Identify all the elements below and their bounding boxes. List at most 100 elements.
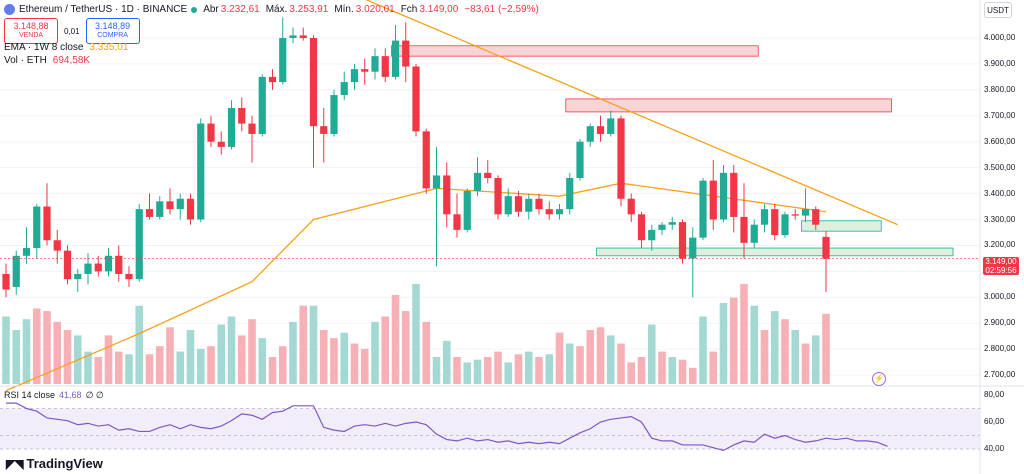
candle-body [94,263,102,272]
volume-bar [155,346,164,384]
candle-body [74,273,82,280]
price-tick-label: 3.900,00 [984,58,1016,68]
tradingview-mark-icon: ◤◥ [6,456,23,471]
candle-body [350,69,359,83]
volume-bar [166,327,174,384]
volume-bar [258,338,267,384]
volume-legend[interactable]: Vol · ETH 694,58K [4,55,90,66]
ema-label: EMA · 1W 8 close [4,42,84,53]
candle-body [791,214,799,216]
candle-body [627,198,635,215]
candle-body [63,250,72,280]
currency-label: USDT [987,5,1009,15]
volume-bar [43,311,51,384]
last-price-tag: 3.149,00 02:59:56 [983,257,1019,275]
price-tick-label: 3.800,00 [984,84,1016,94]
candle-body [617,118,625,199]
candle-body [668,222,676,225]
volume-bar [299,305,308,384]
volume-bar [135,305,144,384]
volume-bar [596,327,605,384]
candle-body [361,69,369,72]
symbol-title[interactable]: Ethereum / TetherUS · 1D · BINANCE [19,4,188,15]
volume-bar [248,319,256,384]
rsi-tick-label: 80,00 [984,390,1005,399]
candle-body [33,206,41,249]
price-tick-label: 3.600,00 [984,136,1016,146]
volume-bar [84,351,92,384]
low-label: Mín. [334,4,354,15]
candle-body [145,209,154,217]
volume-bar [473,359,482,384]
trade-buttons-row: 3.148,88 VENDA 0,01 3.148,89 COMPRA [4,18,140,44]
rsi-value: 41,68 [59,390,82,400]
volume-bar [678,359,687,384]
volume-bar [12,330,21,384]
open-label: Abr [203,4,219,15]
candle-body [678,222,687,259]
candle-body [104,255,113,272]
sell-button[interactable]: 3.148,88 VENDA [4,18,58,44]
candle-body [227,108,236,147]
volume-bar [535,357,543,384]
candle-body [473,172,482,191]
price-tick-label: 4.000,00 [984,33,1016,42]
candle-body [268,76,277,83]
ema-value: 3.335,01 [89,42,129,53]
high-value: 3.253,91 [289,4,329,15]
tradingview-logo[interactable]: ◤◥ TradingView [6,456,103,471]
volume-bar [617,343,625,384]
sell-label: VENDA [18,32,44,39]
candle-body [586,126,594,142]
volume-bar [504,362,513,384]
candle-body [279,38,287,83]
candle-body [299,35,307,38]
volume-bar [227,316,236,384]
trendline [365,0,899,226]
candle-body [340,82,348,96]
volume-bar [22,319,31,384]
rsi-line [6,402,888,451]
volume-bar [576,346,584,384]
candle-body [648,229,656,241]
volume-bar [442,340,451,384]
volume-bar [196,348,205,384]
volume-bar [309,305,318,384]
candle-body [576,141,584,179]
price-tick-label: 2.700,00 [984,370,1016,380]
volume-bar [463,362,472,384]
candle-body [248,123,256,134]
candle-body [135,209,143,280]
volume-bar [586,330,595,384]
candle-body [207,123,215,142]
volume-bar [53,321,62,384]
volume-bar [63,330,72,384]
price-tick-label: 3.200,00 [984,240,1016,250]
market-open-dot-icon [191,6,198,13]
lightning-icon[interactable]: ⚡ [872,372,886,386]
logo-text: TradingView [26,456,103,471]
currency-selector[interactable]: USDT [984,2,1012,18]
candle-body [504,196,512,215]
volume-bar [606,335,615,384]
volume-bar [637,357,646,384]
rsi-band [0,408,980,449]
volume-bar [524,351,533,384]
price-tick-label: 3.400,00 [984,188,1016,198]
candle-body [238,108,246,124]
volume-bar [186,330,195,384]
buy-button[interactable]: 3.148,89 COMPRA [85,18,140,44]
ema-layer [5,182,827,392]
candle-body [525,198,533,212]
ema-legend[interactable]: EMA · 1W 8 close 3.335,01 [4,42,128,53]
volume-bar [811,335,820,384]
candle-body [730,172,738,217]
volume-bar [688,367,697,384]
spread-value: 0,01 [64,26,80,36]
candle-body [740,216,748,243]
rsi-legend[interactable]: RSI 14 close 41,68 ∅ ∅ [4,390,104,401]
candle-body [402,40,410,67]
candle-body [760,209,769,225]
candle-body [258,76,266,134]
